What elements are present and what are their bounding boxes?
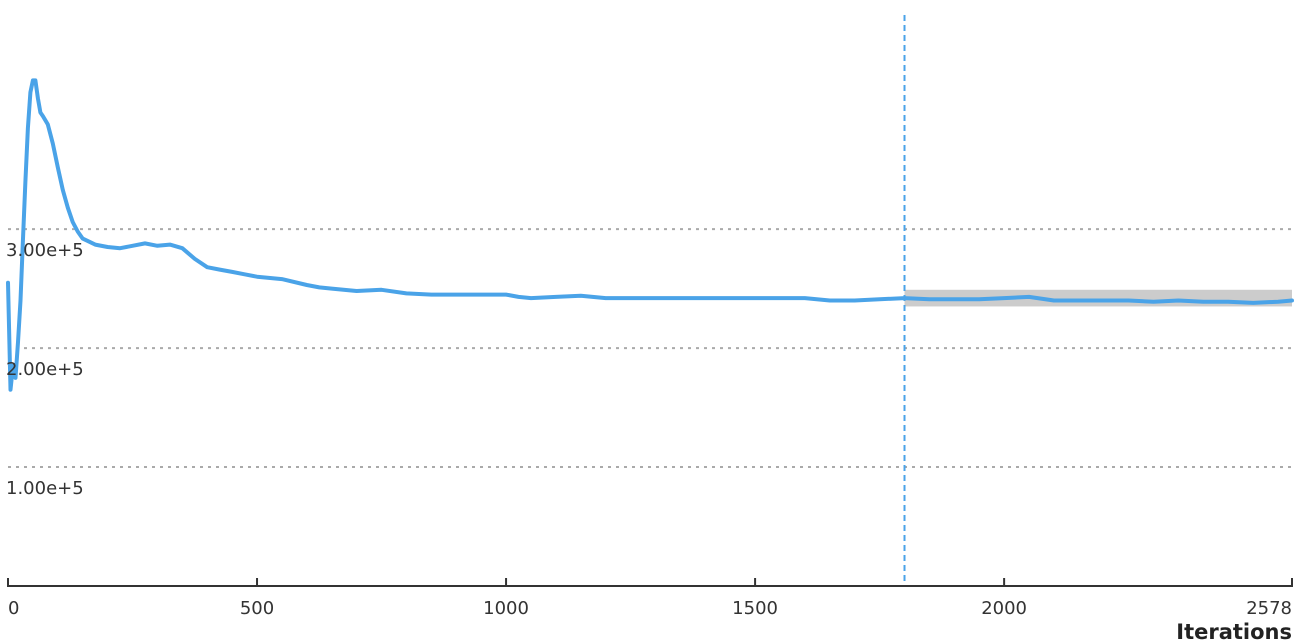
y-tick-label-2: 3.00e+5	[6, 240, 84, 261]
x-tick-label-3: 1500	[732, 598, 778, 619]
x-tick-labels: 0 500 1000 1500 2000 2578	[8, 598, 1292, 619]
x-tick-label-0: 0	[8, 598, 19, 619]
x-tick-label-2: 1000	[483, 598, 529, 619]
x-tick-label-4: 2000	[981, 598, 1027, 619]
x-tick-label-1: 500	[240, 598, 274, 619]
grid-lines	[8, 228, 1292, 469]
series-line-0	[6, 78, 1294, 392]
x-axis	[7, 578, 1293, 587]
x-axis-title: Iterations	[1176, 620, 1292, 641]
y-tick-label-1: 2.00e+5	[6, 359, 84, 380]
series-layer	[6, 78, 1294, 392]
y-tick-labels: 1.00e+5 2.00e+5 3.00e+5	[6, 240, 84, 499]
y-tick-label-0: 1.00e+5	[6, 478, 84, 499]
x-tick-label-5: 2578	[1246, 598, 1292, 619]
